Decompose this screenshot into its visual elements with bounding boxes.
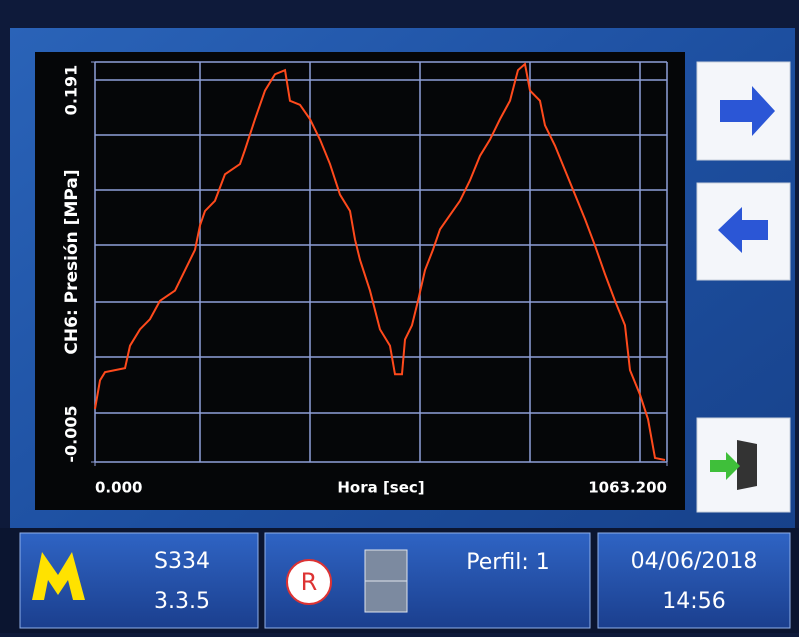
date: 04/06/2018 [631, 549, 758, 574]
y-tick-label: -0.005 [62, 405, 81, 462]
record-badge-text: R [301, 568, 318, 596]
screen: CH6: Presión [MPa] Hora [sec] -0.005 0.19… [0, 0, 799, 633]
chart-panel [35, 52, 685, 510]
version: 3.3.5 [154, 589, 210, 614]
x-tick-label: 1063.200 [588, 479, 667, 497]
profile: Perfil: 1 [466, 550, 549, 575]
x-tick-label: 0.000 [95, 479, 142, 497]
x-axis-label: Hora [sec] [337, 479, 424, 497]
device-id: S334 [154, 549, 210, 574]
time: 14:56 [662, 589, 725, 614]
y-axis-label: CH6: Presión [MPa] [62, 169, 82, 354]
y-tick-label: 0.191 [62, 65, 81, 116]
door-icon [737, 440, 757, 490]
